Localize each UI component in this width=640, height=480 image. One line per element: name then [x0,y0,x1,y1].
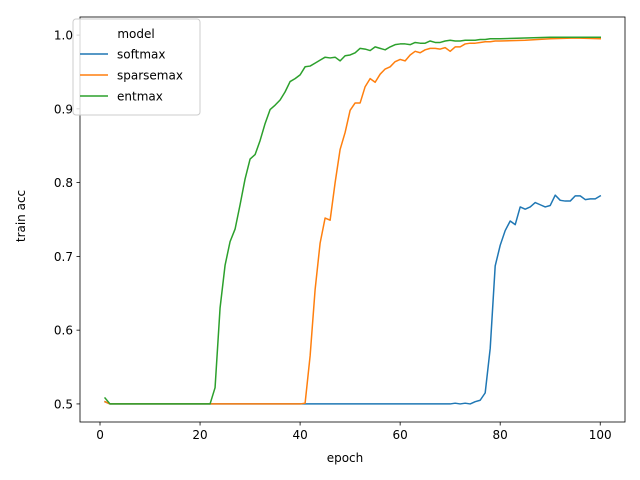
y-axis-label: train acc [14,190,28,242]
x-axis-ticks: 0 20 40 60 80 100 [96,422,612,442]
x-axis-label: epoch [327,451,364,465]
y-tick-label: 0.5 [54,397,73,411]
y-tick-label: 0.9 [54,102,73,116]
plot-lines [103,36,602,405]
legend-label-sparsemax: sparsemax [117,69,183,83]
y-tick-label: 0.8 [54,176,73,190]
x-tick-label: 20 [192,428,207,442]
x-tick-label: 0 [96,428,104,442]
x-tick-label: 100 [589,428,612,442]
y-tick-label: 1.0 [54,29,73,43]
x-tick-label: 80 [493,428,508,442]
legend-label-softmax: softmax [117,48,165,62]
legend-items: softmax sparsemax entmax [80,48,183,104]
x-tick-label: 40 [292,428,307,442]
series-line-softmax [104,194,602,405]
legend-label-entmax: entmax [117,90,163,104]
y-axis-ticks: 0.5 0.6 0.7 0.8 0.9 1.0 [54,29,80,411]
series-line-entmax [103,36,601,405]
y-tick-label: 0.7 [54,250,73,264]
x-tick-label: 60 [393,428,408,442]
series-line-sparsemax [104,37,602,405]
legend-title: model [117,27,154,41]
legend-box [72,18,201,116]
y-tick-label: 0.6 [54,324,73,338]
plot-frame [79,16,626,423]
legend: model softmax sparsemax entmax [72,18,201,116]
